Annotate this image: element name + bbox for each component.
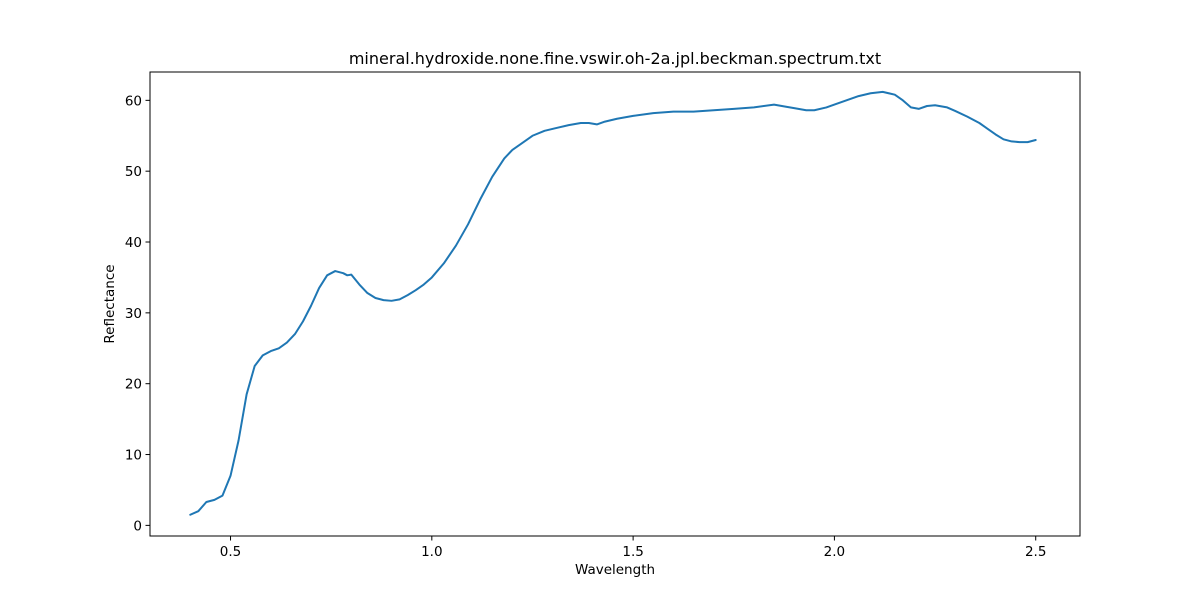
- x-tick-label: 0.5: [220, 544, 241, 560]
- chart-title: mineral.hydroxide.none.fine.vswir.oh-2a.…: [349, 49, 881, 68]
- plot-layer: [189, 90, 1037, 516]
- x-tick-label: 1.0: [421, 544, 442, 560]
- y-axis-label: Reflectance: [102, 264, 118, 343]
- y-tick-label: 60: [125, 93, 142, 109]
- tick-layer: 0.5 1.0 1.5 2.0 2.5 0 10 20 30 40 50 60: [125, 93, 1047, 560]
- x-tick-label: 2.5: [1025, 544, 1046, 560]
- y-tick-label: 0: [133, 518, 142, 534]
- x-tick-label: 2.0: [824, 544, 845, 560]
- y-tick-label: 10: [125, 448, 142, 464]
- y-tick-label: 20: [125, 377, 142, 393]
- y-tick-label: 30: [125, 306, 142, 322]
- x-tick-label: 1.5: [622, 544, 643, 560]
- spectrum-line: [189, 90, 1037, 516]
- y-tick-label: 50: [125, 164, 142, 180]
- x-axis-label: Wavelength: [575, 562, 655, 578]
- plot-frame: [149, 71, 1081, 537]
- y-tick-label: 40: [125, 235, 142, 251]
